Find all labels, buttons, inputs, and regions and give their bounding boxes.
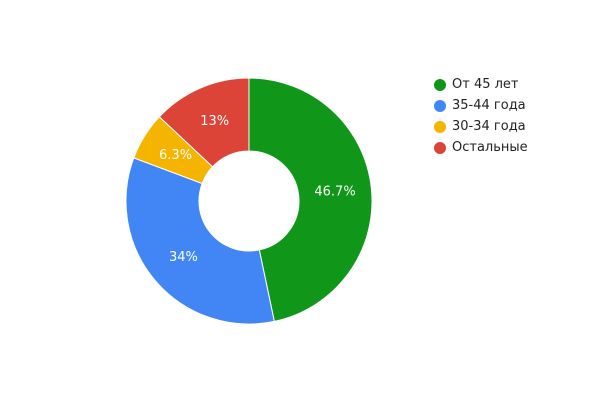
legend-item-1[interactable]: 35-44 года [434, 95, 528, 116]
slice-1[interactable] [125, 157, 275, 325]
legend-label-1: 35-44 года [452, 98, 526, 113]
legend-swatch-0 [434, 78, 446, 91]
donut-slices [125, 77, 373, 325]
slice-label-3: 13% [200, 114, 229, 129]
legend-item-0[interactable]: От 45 лет [434, 74, 528, 95]
legend-item-3[interactable]: Остальные [434, 137, 528, 158]
legend-label-0: От 45 лет [452, 77, 519, 92]
chart-legend: От 45 лет 35-44 года 30-34 года Остальные [434, 74, 528, 158]
slice-0[interactable] [248, 77, 373, 322]
legend-swatch-2 [434, 120, 446, 133]
legend-item-2[interactable]: 30-34 года [434, 116, 528, 137]
legend-label-3: Остальные [452, 140, 528, 155]
legend-swatch-3 [434, 141, 446, 154]
slice-labels: 46.7% 34% 6.3% 13% [159, 114, 356, 265]
slice-3[interactable] [158, 77, 250, 168]
slice-label-2: 6.3% [159, 148, 192, 163]
legend-swatch-1 [434, 99, 446, 112]
slice-label-1: 34% [169, 250, 198, 265]
slice-label-0: 46.7% [314, 185, 355, 200]
legend-label-2: 30-34 года [452, 119, 526, 134]
